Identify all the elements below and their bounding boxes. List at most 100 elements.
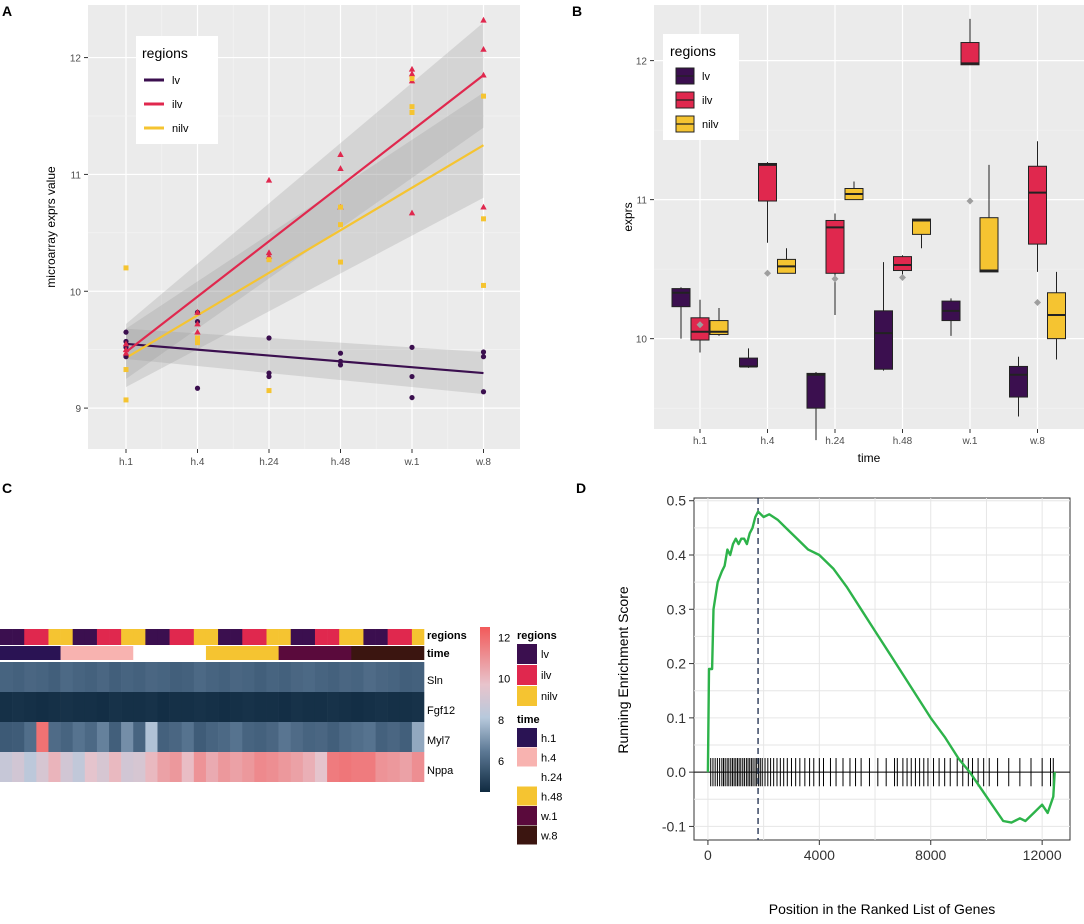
d-ytick-label: 0.2 [667,656,687,672]
heatmap-cell-Sln [12,662,25,692]
b-box-body [1009,365,1028,398]
heatmap-cell-Sln [399,662,413,692]
heatmap-cell-Sln [290,662,304,692]
heatmap-annot-region-ilv [242,629,255,645]
b-box-body [758,162,777,202]
d-ytick-label: 0.5 [667,493,687,509]
heatmap-cell-Myl7 [24,722,37,752]
heatmap-legend-label-h.24: h.24 [541,772,562,784]
heatmap-cell-Nppa [96,752,110,782]
b-box-body [893,256,912,272]
heatmap-annot-region-nilv [193,629,207,645]
heatmap-cell-Myl7 [230,722,243,752]
panel-d-frame [693,497,1071,841]
heatmap-cell-Fgf12 [290,692,304,722]
heatmap-annot-region-nilv [60,629,73,645]
heatmap-cell-Sln [109,662,122,692]
b-xtick-label: h.48 [893,436,913,447]
heatmap-cell-Myl7 [411,722,425,752]
a-point-ilv-15 [408,209,416,216]
a-point-nilv-11 [409,104,415,110]
a-point-nilv-4 [195,340,200,346]
panel-label-b: B [572,3,582,19]
heatmap-annot-region-ilv [254,629,267,645]
panel-a-legend-title: regions [142,45,188,61]
panel-b-x-ticks: h.1 h.4 h.24 h.48 w.1 w.8 [693,429,1045,447]
heatmap-legend-label-h.1: h.1 [541,733,556,745]
heatmap-cell-Sln [266,662,279,692]
d-xtick-label: 0 [704,847,712,863]
heatmap-cell-Myl7 [193,722,207,752]
b-xtick-label: h.4 [761,436,775,447]
heatmap-cell-Sln [157,662,170,692]
heatmap-cell-Myl7 [133,722,146,752]
b-box-body [825,219,845,274]
heatmap-annot-time-w.8 [351,646,425,660]
heatmap-cell-Nppa [72,752,86,782]
a-point-lv-18 [480,389,487,395]
b-xtick-label: h.24 [825,436,845,447]
a-ytick-label: 10 [70,287,82,298]
panel-b-legend: regions lv ilv nilv [663,34,739,140]
a-point-lv-17 [480,354,487,360]
heatmap-cell-Myl7 [387,722,401,752]
heatmap-cell-Myl7 [266,722,279,752]
a-point-lv-0 [123,329,129,335]
heatmap-cell-Fgf12 [36,692,49,722]
heatmap-cell-Sln [48,662,61,692]
heatmap-cell-Sln [60,662,73,692]
heatmap-cell-Myl7 [12,722,25,752]
heatmap-annot-region-nilv [121,629,134,645]
heatmap-annot-region-lv [230,629,243,645]
heatmap-cell-Nppa [169,752,183,782]
a-point-nilv-0 [123,265,129,271]
heatmap-cell-Nppa [157,752,170,782]
d-ytick-label: -0.1 [662,818,686,834]
panel-b-xlabel: time [858,451,881,465]
heatmap-annot-time-h.1 [0,646,61,660]
heatmap-cell-Myl7 [314,722,328,752]
heatmap-legend-label-h.48: h.48 [541,792,562,804]
heatmap-cell-Fgf12 [109,692,122,722]
heatmap-cell-Myl7 [121,722,134,752]
colorbar-tick-label: 6 [498,756,504,768]
a-point-nilv-1 [123,367,129,373]
b-legend-label-lv: lv [702,71,710,83]
b-mean-h.1 [696,321,704,329]
heatmap-cell-Sln [72,662,86,692]
heatmap-cell-Myl7 [205,722,219,752]
a-point-nilv-2 [123,397,129,403]
panel-c-heatmap: regions time Sln Fgf12 Myl7 Nppa 121086 … [0,627,562,845]
heatmap-annot-region-lv [218,629,231,645]
heatmap-cell-Fgf12 [387,692,401,722]
heatmap-cell-Nppa [109,752,122,782]
heatmap-cell-Fgf12 [0,692,13,722]
heatmap-cell-Sln [351,662,364,692]
heatmap-annot-region-ilv [169,629,183,645]
heatmap-cell-Fgf12 [60,692,73,722]
heatmap-cell-Myl7 [0,722,13,752]
heatmap-cell-Nppa [36,752,49,782]
heatmap-annot-region-ilv [36,629,49,645]
a-point-lv-14 [409,373,415,380]
heatmap-legend-swatch-h.1 [517,728,537,747]
a-point-ilv-16 [480,16,487,23]
b-xtick-label: w.1 [961,436,977,447]
b-ytick-label: 12 [636,57,648,68]
heatmap-cell-Fgf12 [218,692,231,722]
heatmap-annot-time-h.48 [205,646,279,660]
heatmap-legend-swatch-h.4 [517,747,537,767]
heatmap-legend-swatch-h.24 [517,767,537,786]
a-point-ilv-17 [480,46,487,52]
heatmap-cell-Fgf12 [205,692,219,722]
heatmap-cell-Fgf12 [339,692,352,722]
a-point-ilv-0 [122,340,130,347]
heatmap-cell-Sln [36,662,49,692]
panel-a-scatter: h.1 h.4 h.24 h.48 w.1 w.8 9 10 11 12 microarray … [44,5,520,468]
panel-a-confidence-bands [126,22,484,395]
b-box-lv-h.1 [671,287,691,339]
heatmap-cell-Myl7 [157,722,170,752]
heatmap-cell-Nppa [290,752,304,782]
a-ytick-label: 12 [70,54,82,65]
a-point-nilv-7 [338,204,343,210]
